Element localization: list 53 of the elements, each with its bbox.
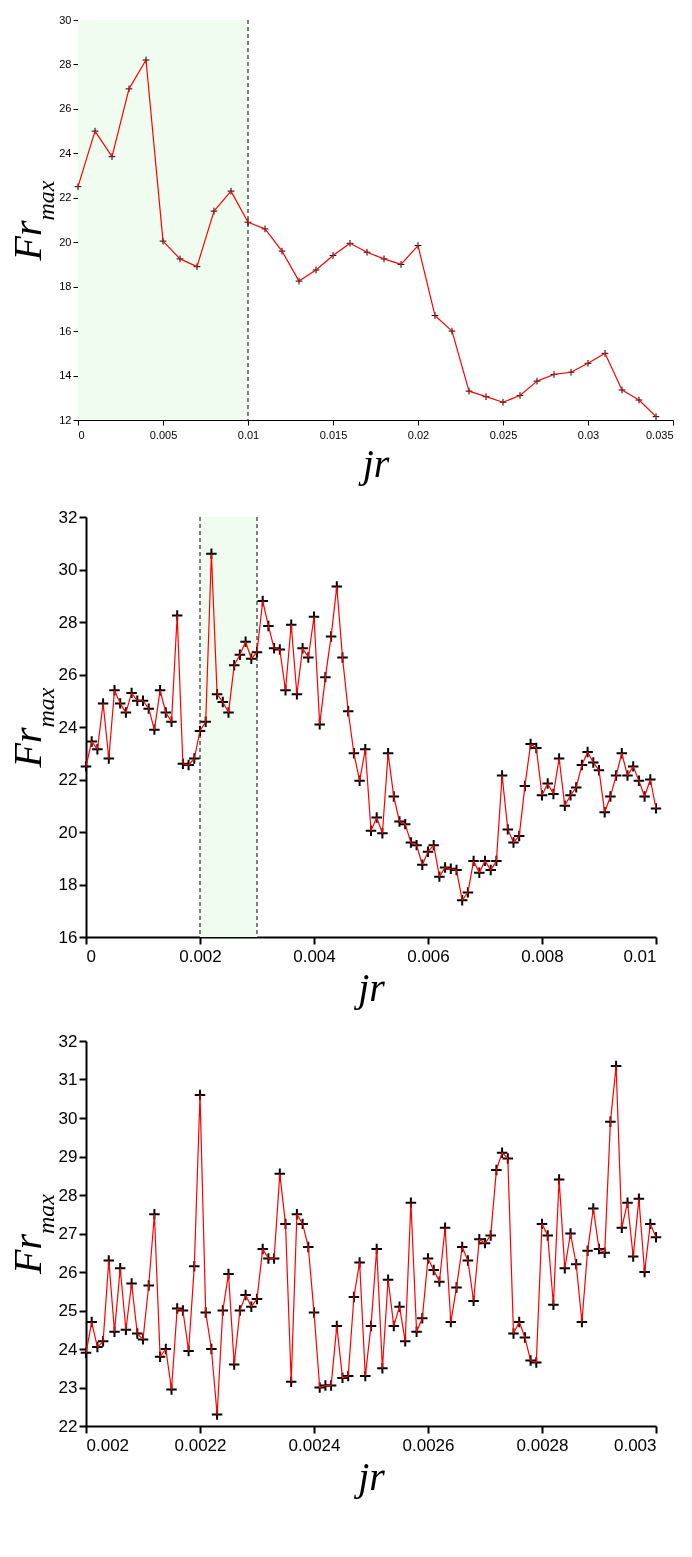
y-tick-label: 30: [58, 1108, 78, 1128]
y-tick-label: 30: [58, 560, 78, 579]
x-tick-label: 0.005: [149, 428, 178, 441]
y-tick-label: 18: [59, 280, 72, 293]
y-tick-label: 29: [58, 1147, 78, 1166]
y-tick-label: 24: [59, 146, 72, 159]
y-tick-label: 30: [59, 13, 72, 26]
x-tick-label: 0.002: [179, 946, 222, 966]
x-tick-label: 0.0026: [402, 1435, 455, 1455]
x-axis-title: jr: [357, 440, 390, 486]
y-tick-label: 26: [58, 1262, 78, 1282]
x-tick-label: 0.01: [623, 946, 657, 966]
x-tick-label: 0.035: [645, 428, 674, 441]
y-tick-label: 16: [58, 927, 78, 947]
x-tick-label: 0.003: [613, 1435, 657, 1455]
y-tick-label: 22: [58, 770, 78, 789]
y-tick-label: 31: [58, 1070, 78, 1089]
y-tick-label: 32: [58, 507, 78, 527]
y-tick-label: 28: [58, 1185, 78, 1205]
y-tick-label: 22: [59, 191, 72, 204]
y-tick-label: 25: [58, 1301, 78, 1320]
x-tick-label: 0: [78, 428, 85, 441]
y-tick-label: 28: [59, 57, 72, 70]
x-tick-label: 0.0022: [174, 1435, 227, 1455]
y-tick-label: 26: [58, 665, 78, 684]
x-tick-label: 0.008: [521, 946, 564, 966]
y-tick-label: 28: [58, 612, 78, 632]
y-tick-label: 20: [58, 822, 78, 842]
y-tick-label: 26: [59, 102, 72, 115]
y-tick-label: 24: [58, 717, 78, 737]
x-tick-label: 0.004: [293, 946, 336, 966]
y-tick-label: 23: [58, 1378, 78, 1397]
x-tick-label: 0.0028: [516, 1435, 569, 1455]
x-axis-title: jr: [353, 1453, 386, 1499]
y-tick-label: 22: [58, 1416, 78, 1436]
y-tick-label: 18: [58, 875, 78, 894]
y-tick-label: 16: [59, 324, 72, 337]
y-tick-label: 24: [58, 1339, 78, 1359]
x-tick-label: 0.0024: [288, 1435, 341, 1455]
y-tick-label: 12: [59, 413, 72, 426]
y-tick-label: 32: [58, 1031, 78, 1051]
y-tick-label: 14: [59, 369, 72, 382]
x-tick-label: 0.01: [237, 428, 260, 441]
x-tick-label: 0.006: [407, 946, 450, 966]
x-tick-label: 0: [86, 946, 96, 966]
x-tick-label: 0.03: [577, 428, 600, 441]
y-tick-label: 27: [58, 1224, 78, 1243]
x-tick-label: 0.015: [319, 428, 348, 441]
y-tick-label: 20: [59, 235, 72, 248]
x-tick-label: 0.002: [86, 1435, 130, 1455]
x-tick-label: 0.025: [489, 428, 518, 441]
x-tick-label: 0.02: [407, 428, 430, 441]
x-axis-title: jr: [353, 964, 386, 1010]
